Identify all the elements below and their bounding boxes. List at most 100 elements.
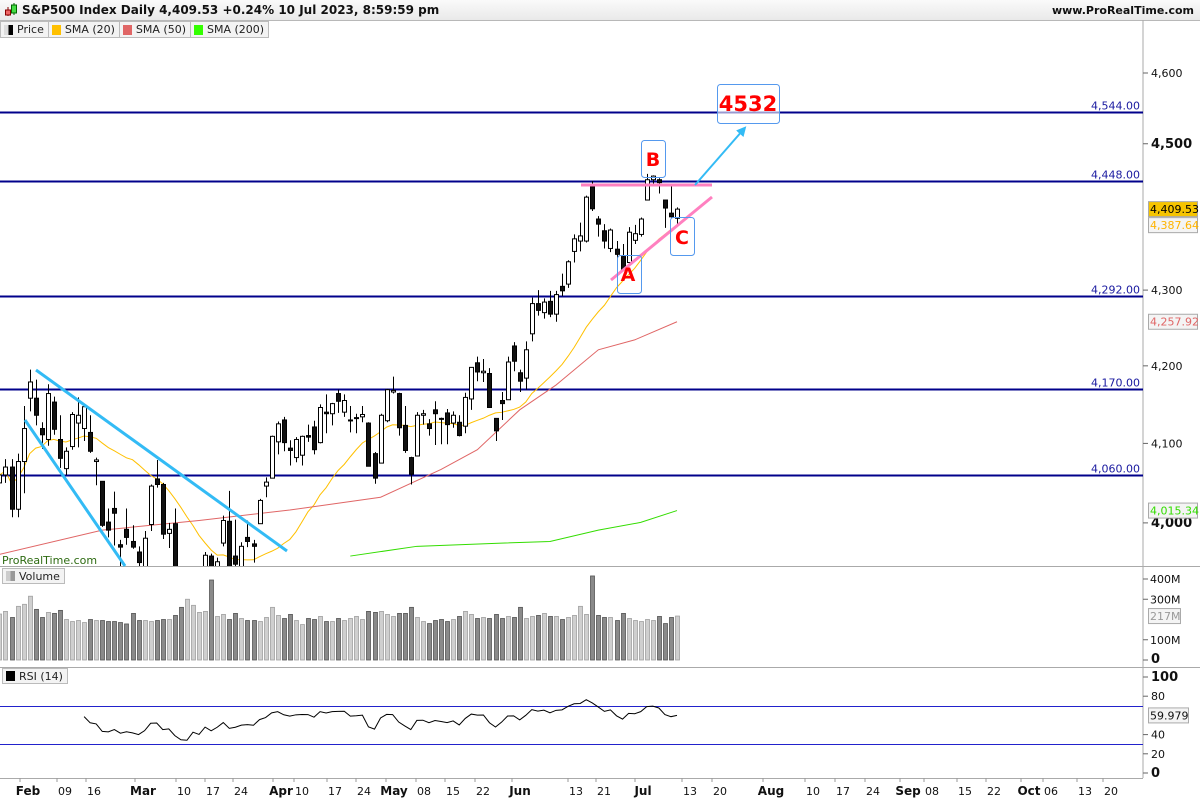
candle [209, 553, 214, 566]
rsi-tick-label: 0 [1151, 766, 1160, 781]
candle-body [100, 480, 105, 526]
date-label: 20 [1104, 785, 1118, 798]
level-label: 4,060.00 [1091, 463, 1140, 476]
candle-body [615, 248, 620, 255]
legend-sma20-label: SMA (20) [64, 23, 115, 36]
volume-bar [433, 620, 438, 661]
legend-rsi-label: RSI (14) [19, 669, 63, 683]
candle [403, 405, 408, 453]
price-tick-label: 4,100 [1151, 437, 1183, 450]
legend-rsi[interactable]: RSI (14) [2, 668, 68, 684]
candle [282, 416, 287, 452]
candle [58, 415, 63, 468]
candle-body [300, 435, 305, 456]
candle [633, 224, 638, 245]
candle-body [40, 428, 45, 436]
candle [391, 376, 396, 394]
candle [542, 298, 547, 319]
candle-body [415, 414, 420, 457]
volume-bar [639, 621, 644, 661]
candle-body [336, 393, 341, 402]
volume-bar [590, 575, 595, 661]
volume-bar [500, 618, 505, 661]
volume-bar [167, 619, 172, 661]
candle-body [70, 413, 75, 448]
candle-body [560, 285, 565, 292]
volume-bar [270, 606, 275, 661]
date-label: Mar [130, 784, 156, 798]
candle [518, 369, 523, 393]
candle [118, 539, 123, 566]
sma200-swatch-icon [194, 24, 203, 35]
candle [252, 539, 257, 563]
candle [124, 508, 129, 545]
wave-label-a: A [621, 264, 636, 286]
volume-swatch-icon [6, 571, 15, 581]
candle [336, 389, 341, 413]
candle [258, 498, 263, 525]
volume-bar [100, 620, 105, 661]
date-label: 24 [357, 785, 371, 798]
candle-body [282, 419, 287, 444]
candle [215, 557, 220, 566]
label-box-a [617, 255, 642, 294]
volume-bar [651, 620, 656, 661]
legend-volume[interactable]: Volume [2, 568, 65, 584]
candle-body [0, 474, 2, 484]
watermark: ProRealTime.com [2, 554, 97, 567]
volume-bar [137, 620, 142, 661]
candle [554, 290, 559, 322]
candle-body [391, 389, 396, 393]
volume-bar [88, 619, 93, 661]
candle-body [530, 303, 535, 335]
volume-bar [621, 613, 626, 661]
candle [155, 459, 160, 488]
candle [506, 356, 511, 401]
candle-body [173, 523, 178, 566]
rsi-panel[interactable] [0, 699, 1143, 745]
volume-bar [548, 616, 553, 661]
candle [161, 482, 166, 540]
candle-body [64, 450, 69, 470]
candle [627, 227, 632, 264]
legend-sma20[interactable]: SMA (20) [47, 21, 120, 38]
candle-body [451, 414, 456, 424]
volume-bar [391, 616, 396, 661]
volume-bar [360, 619, 365, 661]
volume-tick-label: 400M [1150, 573, 1181, 586]
candle-body [469, 366, 474, 400]
legend-sma200[interactable]: SMA (200) [190, 21, 270, 38]
date-label: 17 [328, 785, 342, 798]
price-panel[interactable] [0, 111, 1143, 682]
volume-bar [161, 619, 166, 661]
date-label: Jun [508, 784, 531, 798]
candle [131, 525, 136, 549]
volume-bar [530, 616, 535, 661]
volume-panel[interactable] [0, 575, 680, 661]
volume-bar [397, 613, 402, 661]
candle-body [106, 521, 111, 531]
candle [294, 437, 299, 463]
sma20-value-tag-box [1148, 217, 1198, 234]
volume-bar [58, 609, 63, 661]
date-label: 17 [206, 785, 220, 798]
candle-body [578, 235, 583, 242]
candle [463, 392, 468, 434]
date-label: 10 [806, 785, 820, 798]
volume-bar [258, 621, 263, 661]
candle [481, 358, 486, 382]
candle [94, 457, 99, 486]
volume-tick-label: 100M [1150, 634, 1181, 647]
legend-price[interactable]: Price [0, 21, 49, 38]
volume-bar [173, 615, 178, 661]
candle-body [288, 447, 293, 451]
site-link[interactable]: www.ProRealTime.com [1051, 4, 1194, 17]
candle [397, 392, 402, 436]
last-price-tag-box [1148, 201, 1198, 218]
volume-bar [282, 618, 287, 661]
candle-body [3, 466, 8, 476]
candle-body [112, 507, 117, 514]
candle [385, 388, 390, 423]
candle-body [445, 412, 450, 426]
